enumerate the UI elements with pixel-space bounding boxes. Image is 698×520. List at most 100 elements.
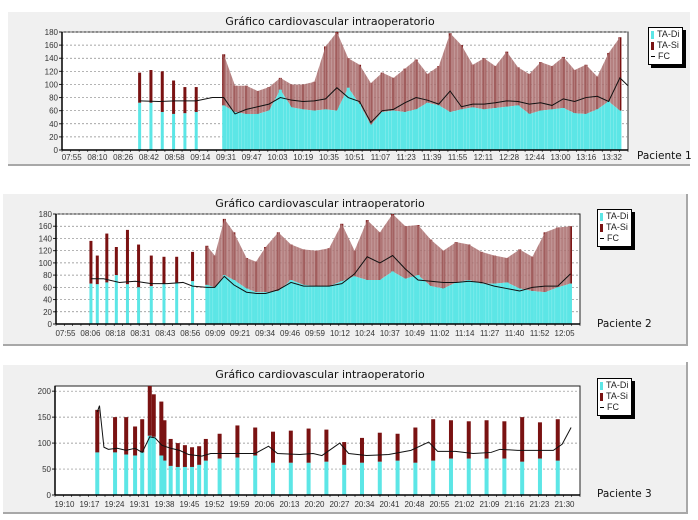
ta-di-bar (314, 286, 318, 324)
patient-label-2: Paciente 2 (597, 318, 652, 330)
x-tick-label: 10:35 (319, 153, 340, 162)
x-tick-label: 19:31 (129, 500, 150, 509)
chart-title-3: Gráfico cardiovascular intraoperatorio (215, 368, 425, 381)
legend-item-ta-di: TA-Di (600, 211, 628, 222)
ta-di-bar (190, 466, 195, 495)
ta-di-bar (395, 460, 400, 495)
ta-si-bar (235, 425, 240, 458)
ta-di-bar (324, 109, 328, 150)
ta-di-bar (162, 284, 166, 324)
ta-di-bar (568, 283, 572, 324)
ta-di-bar (466, 458, 471, 495)
ta-si-bar (502, 421, 507, 459)
ta-di-bar (342, 464, 347, 495)
x-tick-label: 21:02 (454, 500, 475, 509)
x-tick-label: 08:10 (87, 153, 108, 162)
ta-di-bar (290, 107, 294, 150)
ta-di-bar (454, 282, 458, 324)
x-tick-label: 11:52 (530, 329, 550, 338)
legend-3: TA-Di TA-Si FC (597, 378, 633, 416)
legend-label: TA-Si (606, 391, 628, 401)
ta-di-bar (149, 286, 153, 324)
ta-di-bar (233, 111, 237, 150)
chart-2: 0 20 40 60 80 100 120 140 160 180 07:55 08:06 08:18 0… (39, 210, 581, 338)
y-tick-label: 200 (38, 387, 52, 396)
ta-di-bar (168, 465, 173, 495)
x-tick-label: 08:18 (105, 329, 126, 338)
x-tick-label: 08:43 (155, 329, 176, 338)
ta-si-bar (151, 394, 156, 437)
y-tick-label: 180 (45, 28, 59, 37)
chart-title-1: Gráfico cardiovascular intraoperatorio (225, 15, 435, 28)
ta-di-bar (217, 458, 222, 495)
ta-di-bar (480, 283, 484, 324)
ta-di-bar (369, 125, 373, 150)
ta-di-bar (256, 113, 260, 150)
ta-di-bar (530, 291, 534, 324)
ta-di-bar (556, 287, 560, 324)
x-tick-label: 13:16 (576, 153, 597, 162)
ta-di-bar (467, 280, 471, 324)
ta-si-bar (159, 401, 164, 456)
y-tick-label: 0 (47, 491, 52, 500)
x-tick-label: 11:39 (422, 153, 442, 162)
ta-di-bar (403, 111, 407, 150)
y-tick-label: 80 (49, 94, 58, 103)
x-tick-label: 19:59 (229, 500, 250, 509)
ta-si-bar (484, 420, 489, 459)
ta-di-bar (137, 287, 141, 324)
ta-di-bar (380, 111, 384, 150)
legend-label: FC (658, 51, 670, 61)
x-tick-label: 21:09 (479, 500, 500, 509)
ta-di-bar (353, 276, 357, 324)
ta-di-bar (492, 283, 496, 324)
ta-di-bar (89, 283, 93, 324)
ta-di-bar (584, 113, 588, 150)
ta-di-bar (448, 111, 452, 150)
ta-si-bar (95, 255, 99, 285)
ta-si-bar (162, 256, 166, 285)
legend-label: TA-Di (606, 211, 629, 221)
y-tick-label: 180 (39, 210, 53, 219)
y-tick-label: 100 (39, 259, 53, 268)
x-tick-label: 10:37 (380, 329, 401, 338)
x-tick-label: 09:14 (190, 153, 211, 162)
ta-di-bar (327, 286, 331, 324)
ta-di-swatch (600, 212, 603, 221)
ta-si-bar (105, 233, 109, 283)
ta-di-bar (550, 109, 554, 150)
ta-si-bar (114, 247, 118, 276)
ta-di-bar (95, 284, 99, 324)
ta-di-bar (448, 458, 453, 495)
y-tick-label: 40 (43, 296, 52, 305)
ta-si-bar (149, 70, 153, 103)
legend-item-fc: FC (600, 233, 628, 244)
ta-si-swatch (651, 41, 654, 50)
x-tick-label: 10:49 (405, 329, 426, 338)
legend-item-fc: FC (651, 51, 679, 62)
x-tick-label: 19:17 (79, 500, 100, 509)
x-tick-label: 20:55 (429, 500, 450, 509)
x-tick-label: 13:00 (551, 153, 572, 162)
x-tick-label: 19:10 (54, 500, 75, 509)
ta-di-bar (191, 281, 195, 324)
ta-di-bar (194, 111, 198, 150)
ta-di-bar (403, 278, 407, 324)
legend-item-ta-si: TA-Si (600, 391, 628, 402)
ta-si-bar (125, 229, 129, 285)
y-tick-label: 120 (45, 67, 59, 76)
x-tick-label: 12:05 (555, 329, 576, 338)
ta-si-swatch (600, 392, 603, 401)
fc-swatch (651, 56, 655, 57)
ta-si-bar (217, 433, 222, 459)
y-tick-label: 0 (48, 320, 53, 329)
x-tick-label: 09:09 (205, 329, 226, 338)
panel-3-right-border (686, 362, 688, 514)
x-tick-label: 20:06 (254, 500, 275, 509)
x-tick-label: 20:13 (279, 500, 300, 509)
ta-di-bar (244, 113, 248, 150)
ta-si-bar (95, 409, 100, 453)
ta-di-swatch (651, 30, 654, 39)
ta-di-bar (429, 286, 433, 324)
